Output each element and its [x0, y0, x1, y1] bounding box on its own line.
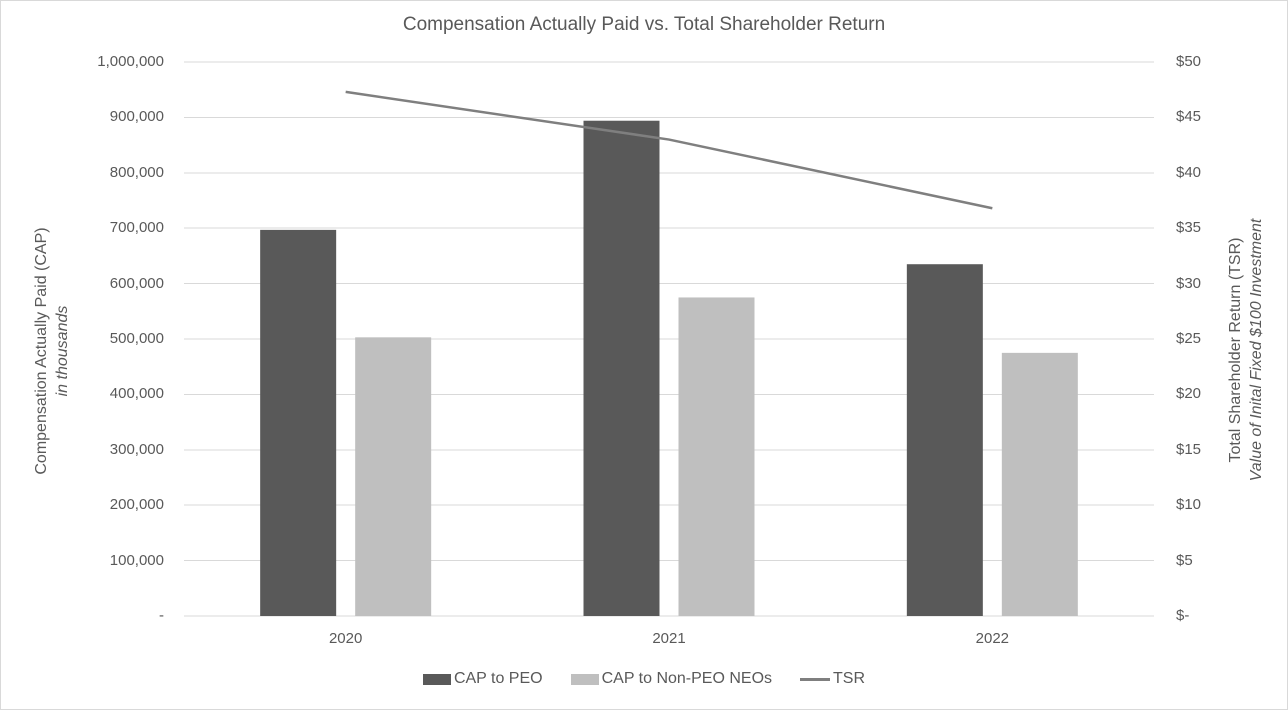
left-axis-tick-label: 900,000 — [109, 108, 164, 126]
left-axis-tick-label: 100,000 — [109, 551, 164, 569]
right-axis-tick-label: $- — [1176, 607, 1190, 624]
left-axis-tick-label: 1,000,000 — [97, 53, 164, 70]
bar-cap-to-peo-2022 — [906, 264, 983, 616]
left-axis-tick-label: 200,000 — [109, 496, 164, 514]
right-axis-tick-label: $45 — [1176, 108, 1202, 126]
legend-item-cap-to-peo: CAP to PEO — [422, 670, 543, 688]
right-axis-tick-label: $40 — [1176, 163, 1202, 181]
left-axis-tick-label: - — [159, 607, 164, 624]
legend-swatch-icon — [570, 673, 599, 685]
x-axis-label-2020: 2020 — [328, 630, 363, 647]
legend-item-cap-to-non-peo-neos: CAP to Non-PEO NEOs — [570, 670, 773, 688]
bar-cap-to-non-peo-neos-2022 — [1001, 352, 1078, 616]
legend-line-icon — [800, 677, 831, 681]
right-axis-tick-label: $20 — [1176, 385, 1202, 403]
left-axis-tick-label: 600,000 — [109, 274, 164, 292]
right-axis-tick-label: $25 — [1176, 330, 1202, 347]
legend-label-cap-to-peo: CAP to PEO — [453, 670, 543, 687]
bar-cap-to-non-peo-neos-2020 — [355, 337, 432, 616]
bar-cap-to-peo-2021 — [583, 120, 660, 616]
legend-item-tsr: TSR — [800, 670, 865, 688]
left-axis-tick-label: 300,000 — [109, 440, 164, 458]
legend: CAP to PEO CAP to Non-PEO NEOs TSR — [1, 670, 1287, 688]
left-axis-tick-label: 800,000 — [109, 163, 164, 181]
legend-label-tsr: TSR — [833, 670, 866, 687]
x-axis-label-2021: 2021 — [652, 630, 686, 647]
chart-title: Compensation Actually Paid vs. Total Sha… — [402, 14, 886, 35]
right-axis-tick-label: $10 — [1176, 496, 1202, 514]
left-axis-title: Compensation Actually Paid (CAP) in thou… — [31, 227, 73, 474]
legend-label-cap-to-non-peo-neos: CAP to Non-PEO NEOs — [601, 670, 773, 687]
left-axis-tick-label: 500,000 — [109, 330, 164, 347]
left-axis-title-main: Compensation Actually Paid (CAP) — [33, 227, 50, 475]
right-axis-tick-label: $35 — [1176, 219, 1202, 237]
bar-cap-to-non-peo-neos-2021 — [678, 297, 755, 616]
left-axis-tick-label: 700,000 — [109, 219, 164, 237]
left-axis-title-sub: in thousands — [54, 305, 71, 397]
right-axis-tick-label: $15 — [1176, 440, 1202, 458]
line-tsr — [345, 90, 993, 210]
right-axis-tick-label: $50 — [1176, 53, 1202, 70]
right-axis-tick-label: $5 — [1176, 551, 1193, 569]
legend-swatch-icon — [422, 673, 451, 685]
bar-cap-to-peo-2020 — [260, 229, 337, 616]
left-axis-tick-label: 400,000 — [109, 385, 164, 403]
right-axis-tick-label: $30 — [1176, 274, 1202, 292]
x-axis-label-2022: 2022 — [975, 630, 1010, 647]
